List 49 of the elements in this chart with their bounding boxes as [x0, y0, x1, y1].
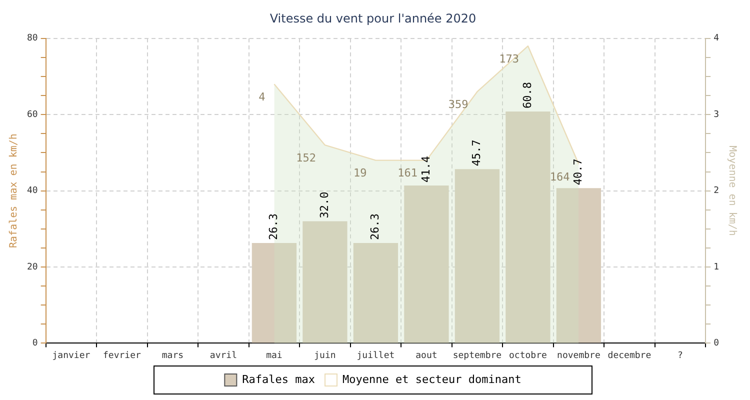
legend-label: Rafales max	[242, 372, 316, 386]
annotation: 4	[258, 90, 266, 104]
bar	[353, 242, 398, 343]
bar	[556, 188, 602, 343]
x-tick-label: avril	[210, 350, 238, 361]
y2-tick-label: 2	[714, 186, 720, 196]
x-tick-label: juin	[314, 350, 336, 361]
legend-label: Moyenne et secteur dominant	[342, 372, 522, 386]
y-axis-title: Rafales max en km/h	[8, 134, 20, 248]
data-label: 32.0	[318, 192, 331, 218]
y-tick-label: 0	[32, 338, 38, 349]
annotation: 152	[296, 151, 316, 164]
y2-tick-label: 1	[714, 262, 720, 272]
annotation: 19	[353, 166, 367, 180]
y-tick-label: 80	[26, 34, 38, 44]
y2-axis-title: Moyenne en km/h	[726, 146, 738, 236]
x-tick-label: decembre	[608, 350, 652, 361]
x-tick-label: mai	[266, 350, 282, 361]
annotation: 164	[550, 170, 570, 184]
data-label: 40.7	[572, 158, 585, 186]
y2-tick-label: 0	[714, 338, 720, 349]
bar	[302, 221, 348, 343]
bar	[252, 242, 297, 343]
x-tick-label: octobre	[508, 350, 547, 361]
annotation: 359	[448, 98, 468, 112]
bar	[506, 112, 550, 343]
y-tick-label: 20	[26, 262, 38, 272]
y-tick-label: 40	[26, 186, 38, 196]
x-tick-label: aout	[416, 350, 438, 361]
x-tick-label: juillet	[356, 350, 395, 361]
x-tick-label: mars	[162, 350, 184, 361]
x-tick-label: novembre	[557, 350, 600, 361]
data-label: 45.7	[470, 140, 484, 166]
data-label: 41.4	[419, 156, 432, 182]
x-tick-label: janvier	[52, 350, 91, 361]
data-label: 26.3	[267, 213, 280, 240]
data-label: 26.3	[368, 213, 382, 240]
y2-tick-label: 3	[714, 110, 720, 120]
x-tick-label: ?	[677, 350, 683, 361]
chart-title: Vitesse du vent pour l'année 2020	[270, 11, 476, 26]
y-tick-label: 60	[26, 110, 38, 120]
y2-tick-label: 4	[714, 34, 720, 44]
x-tick-label: fevrier	[102, 350, 142, 361]
annotation: 173	[499, 52, 519, 66]
data-label: 60.8	[520, 82, 534, 109]
bar	[454, 169, 500, 343]
annotation: 161	[398, 166, 418, 180]
bar	[404, 185, 449, 343]
x-tick-label: septembre	[452, 350, 502, 361]
